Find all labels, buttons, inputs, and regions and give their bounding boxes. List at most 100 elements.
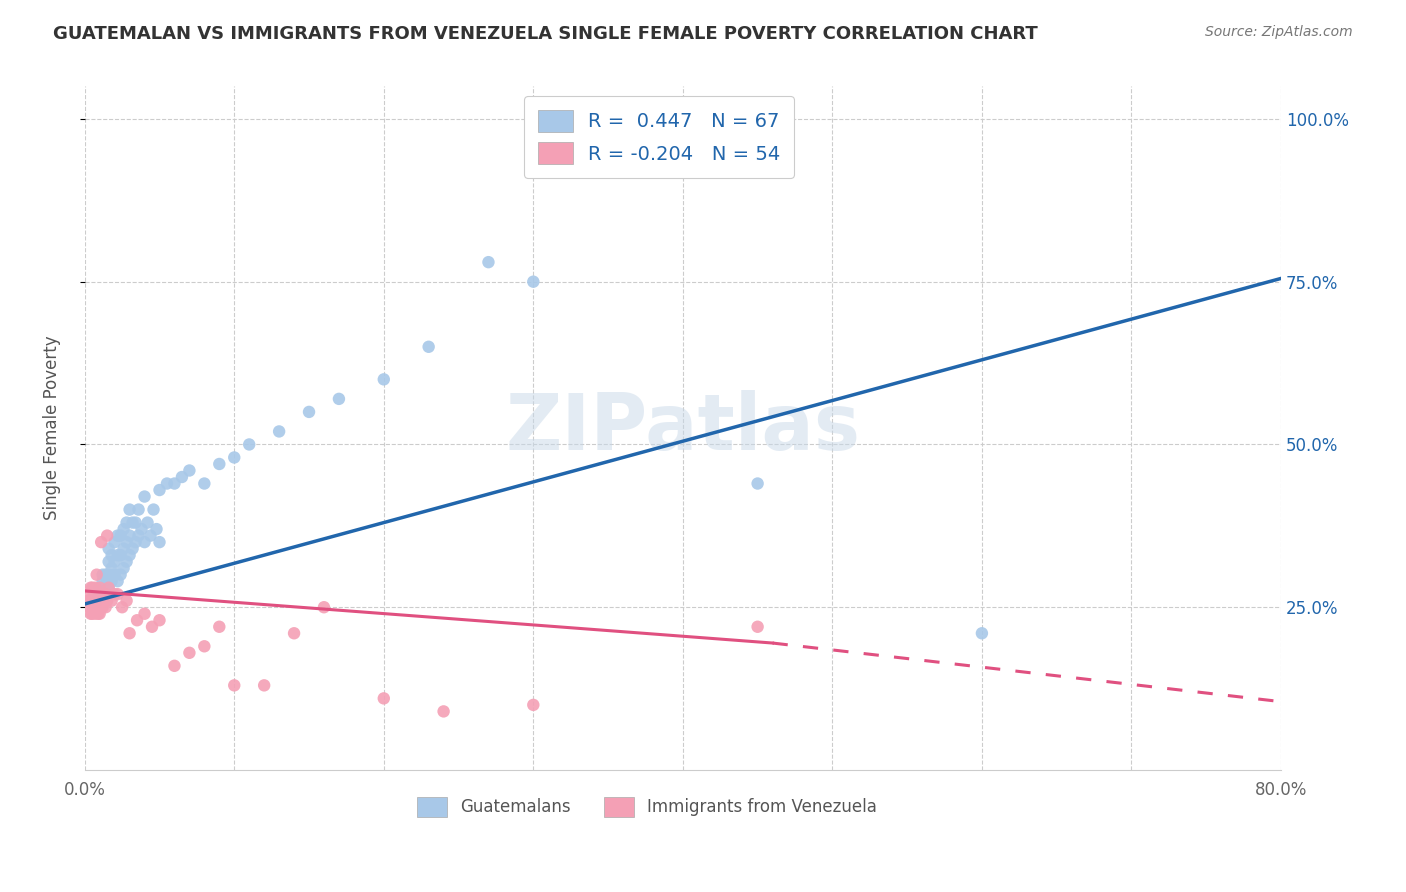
Point	[97, 555, 120, 569]
Point	[970, 626, 993, 640]
Legend: Guatemalans, Immigrants from Venezuela: Guatemalans, Immigrants from Venezuela	[411, 790, 884, 823]
Point	[94, 567, 117, 582]
Point	[418, 340, 440, 354]
Point	[84, 607, 107, 621]
Point	[121, 541, 143, 556]
Point	[97, 567, 120, 582]
Point	[125, 613, 148, 627]
Point	[89, 581, 111, 595]
Point	[115, 535, 138, 549]
Point	[90, 593, 112, 607]
Point	[82, 581, 104, 595]
Point	[124, 516, 146, 530]
Point	[87, 587, 110, 601]
Point	[93, 593, 115, 607]
Point	[238, 437, 260, 451]
Point	[110, 548, 132, 562]
Point	[82, 593, 104, 607]
Point	[96, 587, 118, 601]
Point	[118, 528, 141, 542]
Point	[115, 516, 138, 530]
Point	[86, 600, 108, 615]
Point	[118, 626, 141, 640]
Point	[298, 405, 321, 419]
Point	[747, 476, 769, 491]
Point	[112, 522, 135, 536]
Point	[170, 470, 193, 484]
Point	[104, 555, 127, 569]
Point	[96, 528, 118, 542]
Point	[522, 275, 544, 289]
Point	[96, 574, 118, 589]
Point	[193, 640, 215, 654]
Point	[139, 528, 162, 542]
Point	[163, 658, 186, 673]
Point	[87, 607, 110, 621]
Point	[100, 593, 122, 607]
Point	[107, 548, 129, 562]
Point	[208, 457, 231, 471]
Point	[128, 502, 150, 516]
Point	[90, 535, 112, 549]
Point	[104, 535, 127, 549]
Point	[128, 528, 150, 542]
Point	[477, 255, 499, 269]
Point	[86, 567, 108, 582]
Point	[179, 646, 201, 660]
Point	[283, 626, 305, 640]
Point	[115, 555, 138, 569]
Text: GUATEMALAN VS IMMIGRANTS FROM VENEZUELA SINGLE FEMALE POVERTY CORRELATION CHART: GUATEMALAN VS IMMIGRANTS FROM VENEZUELA …	[53, 25, 1038, 43]
Point	[312, 600, 335, 615]
Point	[110, 528, 132, 542]
Point	[86, 593, 108, 607]
Point	[94, 581, 117, 595]
Point	[107, 587, 129, 601]
Point	[373, 372, 395, 386]
Point	[224, 450, 246, 465]
Point	[115, 593, 138, 607]
Point	[142, 502, 165, 516]
Point	[97, 581, 120, 595]
Point	[110, 567, 132, 582]
Point	[77, 587, 100, 601]
Point	[80, 581, 103, 595]
Point	[94, 587, 117, 601]
Point	[747, 620, 769, 634]
Point	[433, 705, 456, 719]
Point	[193, 476, 215, 491]
Point	[522, 698, 544, 712]
Point	[136, 516, 159, 530]
Point	[148, 613, 170, 627]
Point	[373, 691, 395, 706]
Point	[253, 678, 276, 692]
Point	[89, 587, 111, 601]
Point	[134, 535, 156, 549]
Point	[148, 535, 170, 549]
Point	[91, 587, 114, 601]
Point	[83, 600, 105, 615]
Point	[118, 502, 141, 516]
Point	[112, 541, 135, 556]
Point	[111, 600, 134, 615]
Point	[91, 587, 114, 601]
Point	[84, 581, 107, 595]
Point	[107, 574, 129, 589]
Point	[100, 561, 122, 575]
Point	[145, 522, 167, 536]
Point	[134, 490, 156, 504]
Point	[91, 567, 114, 582]
Point	[80, 607, 103, 621]
Point	[100, 548, 122, 562]
Point	[121, 516, 143, 530]
Point	[208, 620, 231, 634]
Point	[107, 528, 129, 542]
Point	[134, 607, 156, 621]
Point	[104, 587, 127, 601]
Point	[82, 607, 104, 621]
Point	[328, 392, 350, 406]
Point	[91, 600, 114, 615]
Point	[77, 600, 100, 615]
Point	[118, 548, 141, 562]
Point	[86, 587, 108, 601]
Point	[97, 541, 120, 556]
